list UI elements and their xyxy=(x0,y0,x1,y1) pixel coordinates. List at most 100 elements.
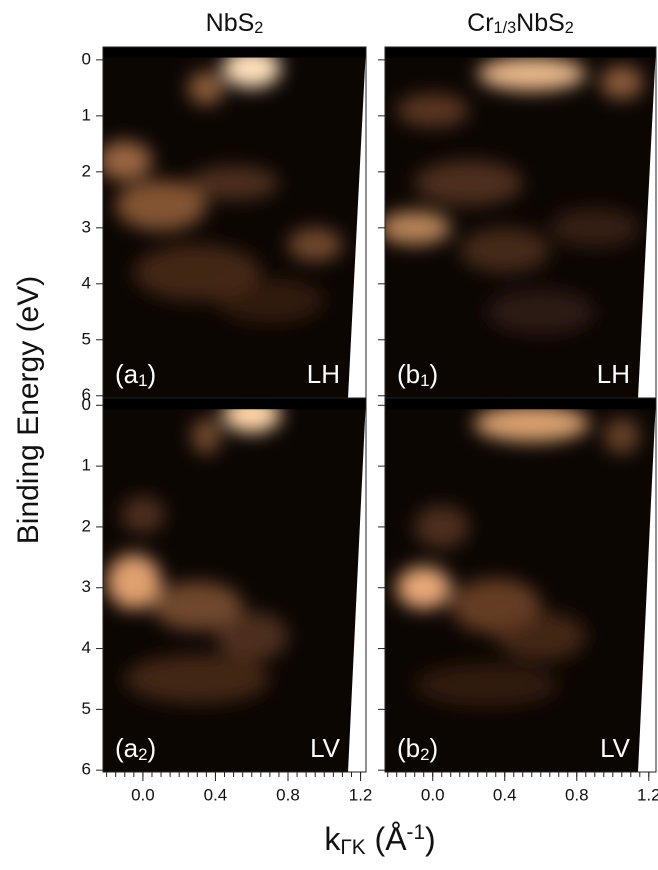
text-segment: k xyxy=(324,821,341,857)
features xyxy=(103,48,343,323)
frame xyxy=(102,397,367,773)
text-segment: ) xyxy=(430,733,439,763)
band-feature xyxy=(385,211,451,245)
y-tick-label: 3 xyxy=(82,577,91,596)
y-tick-label: 4 xyxy=(82,638,91,657)
y-tick-label: 4 xyxy=(82,273,91,292)
x-tick-label: 1.2 xyxy=(637,785,658,804)
text-segment: NbS xyxy=(206,9,255,37)
intensity-map xyxy=(103,398,366,772)
fermi-edge xyxy=(385,47,656,58)
band-feature xyxy=(414,160,523,206)
intensity-map xyxy=(385,47,656,398)
band-feature xyxy=(486,289,595,335)
band-feature xyxy=(603,417,640,454)
y-axis-label: Binding Energy (eV) xyxy=(12,276,45,544)
text-segment: 1 xyxy=(138,371,147,390)
band-feature xyxy=(414,505,469,549)
panel-label: (b2) xyxy=(397,733,438,764)
y-tick-label: 1 xyxy=(82,456,91,475)
y-tick-label: 0 xyxy=(82,49,91,68)
y-tick-label: 2 xyxy=(82,161,91,180)
band-feature xyxy=(396,566,451,610)
features xyxy=(396,405,640,707)
y-tick-label: 0 xyxy=(82,395,91,414)
band-feature xyxy=(188,166,279,200)
band-feature xyxy=(477,57,586,91)
text-segment: (b xyxy=(397,733,420,763)
frame xyxy=(384,397,657,773)
band-feature xyxy=(124,654,270,704)
x-tick-label: 0.8 xyxy=(276,785,300,804)
polarization-label: LV xyxy=(310,733,341,763)
panel-title: NbS2 xyxy=(206,9,264,37)
x-tick-label: 0.4 xyxy=(493,785,517,804)
band-feature xyxy=(600,65,644,100)
panel-title: Cr1/3NbS2 xyxy=(467,9,574,37)
x-tick-label: 0.0 xyxy=(421,785,445,804)
band-feature xyxy=(474,405,590,442)
text-segment: 2 xyxy=(565,19,574,37)
text-segment: ) xyxy=(425,821,436,857)
band-feature xyxy=(215,278,325,323)
text-segment: 2 xyxy=(138,745,147,764)
panel-label: (b1) xyxy=(397,359,438,390)
text-segment: (a xyxy=(115,359,139,389)
text-segment: ) xyxy=(148,359,157,389)
intensity-map xyxy=(103,47,366,398)
text-segment: ) xyxy=(430,359,439,389)
x-axis-label: kΓK (Å-1) xyxy=(324,821,435,859)
band-feature xyxy=(495,612,586,661)
y-tick-label: 2 xyxy=(82,516,91,535)
text-segment: (b xyxy=(397,359,420,389)
text-segment: ΓK xyxy=(340,836,365,859)
band-feature xyxy=(288,227,343,262)
x-tick-label: 0.8 xyxy=(565,785,589,804)
band-feature xyxy=(215,612,289,661)
polarization-label: LH xyxy=(307,359,340,389)
polarization-label: LV xyxy=(600,733,631,763)
text-segment: (Å xyxy=(366,821,408,857)
x-tick-label: 0.0 xyxy=(131,785,155,804)
band-feature xyxy=(459,227,550,273)
text-segment: 1 xyxy=(420,371,429,390)
text-segment: 2 xyxy=(420,745,429,764)
features xyxy=(385,57,644,335)
y-tick-label: 6 xyxy=(82,385,91,404)
panel-label: (a1) xyxy=(115,359,156,390)
band-feature xyxy=(151,581,243,631)
y-tick-label: 3 xyxy=(82,217,91,236)
band-feature xyxy=(103,141,152,181)
band-feature xyxy=(191,417,221,454)
fermi-edge xyxy=(103,398,366,410)
band-feature xyxy=(115,180,207,231)
text-segment: 2 xyxy=(254,19,263,37)
fermi-edge xyxy=(385,398,656,410)
band-feature xyxy=(549,208,640,248)
x-tick-label: 1.2 xyxy=(349,785,373,804)
text-segment: ) xyxy=(148,733,157,763)
text-segment: (a xyxy=(115,733,139,763)
text-segment: Cr xyxy=(467,9,493,37)
intensity-map xyxy=(385,398,656,772)
band-feature xyxy=(222,48,281,88)
text-segment: -1 xyxy=(407,821,426,844)
band-feature xyxy=(414,663,559,707)
y-tick-label: 6 xyxy=(82,760,91,779)
fermi-edge xyxy=(103,47,366,58)
text-segment: NbS xyxy=(516,9,565,37)
features xyxy=(106,398,289,704)
text-segment: 1/3 xyxy=(494,19,517,37)
y-tick-label: 5 xyxy=(82,329,91,348)
polarization-label: LH xyxy=(597,359,630,389)
y-tick-label: 5 xyxy=(82,699,91,718)
band-feature xyxy=(121,496,165,534)
band-feature xyxy=(106,554,162,610)
panel-label: (a2) xyxy=(115,733,156,764)
band-feature xyxy=(396,93,469,128)
y-tick-label: 1 xyxy=(82,105,91,124)
band-feature xyxy=(188,71,225,105)
x-tick-label: 0.4 xyxy=(204,785,228,804)
